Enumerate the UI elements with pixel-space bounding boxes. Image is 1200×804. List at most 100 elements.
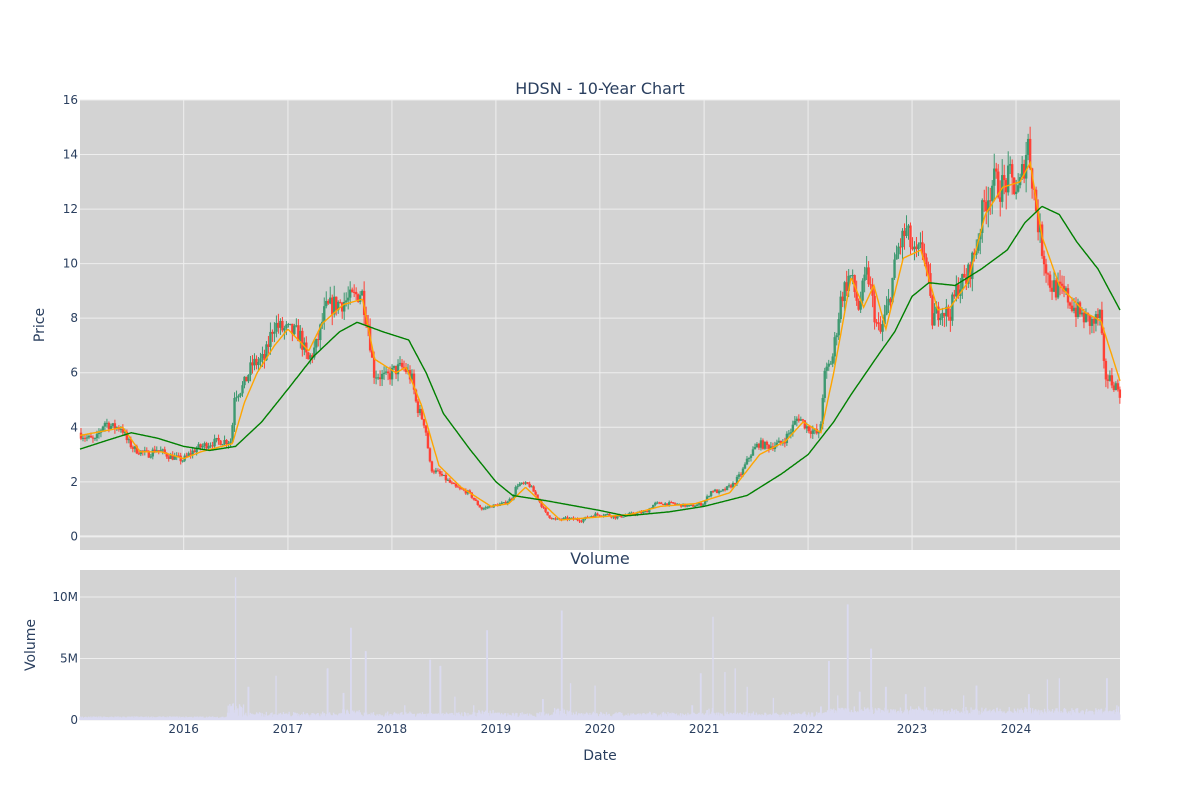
candle-body-up (935, 306, 938, 314)
candle-body-up (346, 297, 350, 301)
volume-bar (702, 713, 704, 720)
candle-body-down (546, 511, 549, 516)
candle-body-up (769, 446, 773, 449)
volume-bar (323, 713, 326, 720)
candle-body-down (456, 486, 460, 488)
candle-body-up (827, 363, 830, 367)
candle-body-up (269, 331, 272, 347)
candle-body-down (578, 520, 581, 522)
candle-body-down (963, 273, 966, 278)
candle-body-up (939, 317, 942, 321)
volume-bar (905, 694, 907, 720)
candle-body-down (251, 362, 254, 366)
volume-bar (516, 713, 518, 720)
candle-body-up (1056, 281, 1060, 298)
volume-bar (350, 627, 352, 720)
date-tick-label: 2024 (1001, 722, 1032, 736)
volume-bar (862, 711, 865, 720)
volume-bar (454, 696, 456, 720)
candle-body-up (951, 294, 954, 321)
candle-body-up (1108, 375, 1112, 381)
volume-bar (387, 711, 389, 720)
candle-body-down (877, 322, 880, 325)
volume-bar (847, 604, 849, 720)
candle-body-up (392, 365, 396, 368)
candle-body-up (887, 298, 890, 306)
candle-body-down (267, 344, 270, 347)
volume-bar (952, 711, 954, 720)
candle-body-up (514, 486, 517, 495)
candle-body-down (903, 230, 906, 236)
candle-body-up (594, 513, 597, 517)
candle-body-up (1084, 313, 1088, 323)
candle-body-down (526, 482, 529, 484)
candle-body-up (941, 312, 944, 318)
volume-bar (633, 714, 635, 720)
volume-bar (442, 713, 444, 720)
candle-body-down (1074, 307, 1078, 317)
candle-body-down (137, 453, 141, 455)
candle-body-down (640, 511, 643, 514)
candle-body-down (953, 294, 956, 297)
candle-body-down (550, 517, 553, 519)
candle-body-up (747, 457, 751, 459)
candle-body-up (418, 408, 422, 414)
candle-body-down (1104, 360, 1108, 380)
candle-body-down (1060, 283, 1064, 286)
candle-body-up (223, 440, 226, 445)
candle-body-up (668, 502, 671, 506)
candle-body-down (931, 295, 934, 326)
candle-body-up (482, 508, 485, 510)
volume-bar (870, 648, 873, 720)
price-tick-label: 8 (70, 311, 78, 325)
candle-body-up (1052, 280, 1056, 292)
candle-body-up (775, 442, 779, 446)
volume-bar (706, 710, 708, 720)
candle-body-up (753, 447, 757, 450)
candle-body-up (759, 440, 763, 448)
volume-bar (312, 712, 314, 720)
candle-body-down (165, 452, 168, 457)
candle-body-up (805, 426, 809, 429)
volume-bar (1031, 708, 1034, 720)
candle-body-down (729, 485, 733, 488)
candle-body-down (853, 275, 856, 293)
candle-body-up (213, 438, 216, 447)
candle-body-up (793, 420, 797, 425)
candle-body-up (570, 517, 573, 519)
volume-tick-label: 0 (70, 713, 78, 727)
volume-bar (920, 710, 923, 720)
candle-body-up (484, 507, 487, 509)
volume-bar (799, 714, 801, 720)
volume-bar (389, 713, 391, 720)
candle-body-down (370, 350, 374, 358)
candle-body-up (287, 324, 290, 326)
price-tick-label: 6 (70, 366, 78, 380)
candle-body-up (221, 444, 224, 446)
volume-bar (828, 660, 830, 720)
candle-body-down (620, 515, 623, 518)
candle-body-down (211, 445, 214, 447)
candle-body-up (604, 514, 607, 516)
candle-body-up (520, 482, 523, 484)
candle-body-down (217, 437, 220, 441)
candle-body-down (171, 454, 174, 460)
candle-body-up (763, 441, 767, 449)
candle-body-down (544, 507, 547, 512)
volume-bar (871, 709, 874, 720)
candle-body-down (1003, 175, 1006, 181)
date-tick-label: 2023 (897, 722, 928, 736)
candle-body-down (871, 284, 874, 296)
volume-bar (748, 713, 751, 720)
candle-body-down (672, 502, 675, 504)
candle-body-down (225, 440, 228, 445)
volume-bar (605, 712, 608, 720)
candle-body-down (1010, 164, 1014, 178)
candle-body-down (113, 423, 117, 429)
candle-body-down (943, 312, 946, 317)
candle-body-up (955, 284, 958, 297)
candle-body-up (410, 373, 414, 380)
volume-bar (236, 709, 238, 720)
candle-body-down (458, 487, 462, 489)
candle-body-down (548, 515, 551, 518)
